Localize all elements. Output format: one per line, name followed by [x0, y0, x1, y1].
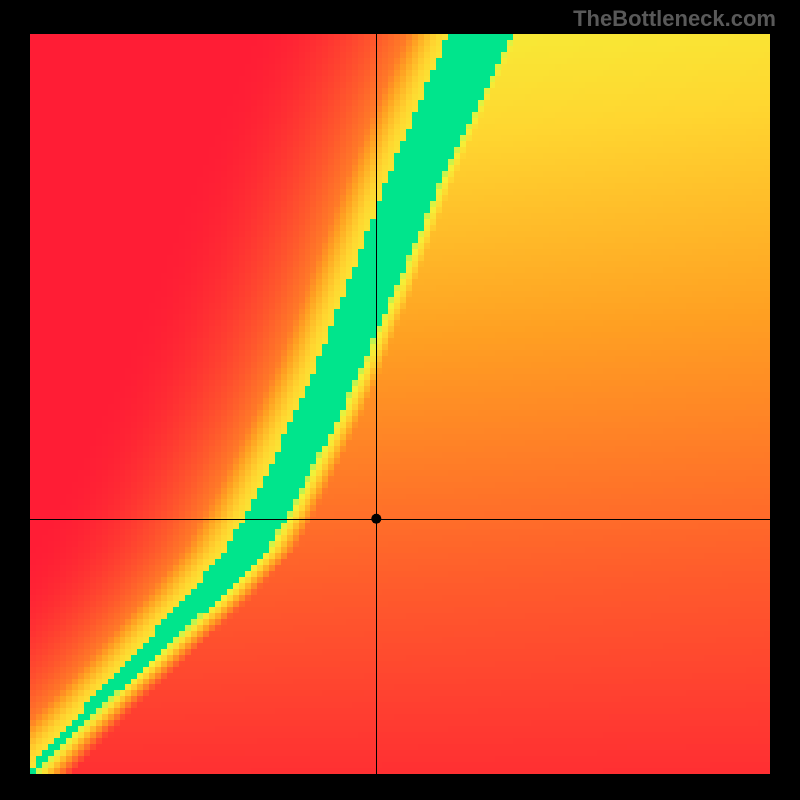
- crosshair-overlay: [30, 34, 770, 774]
- chart-root: { "watermark": { "text": "TheBottleneck.…: [0, 0, 800, 800]
- watermark-text: TheBottleneck.com: [573, 6, 776, 32]
